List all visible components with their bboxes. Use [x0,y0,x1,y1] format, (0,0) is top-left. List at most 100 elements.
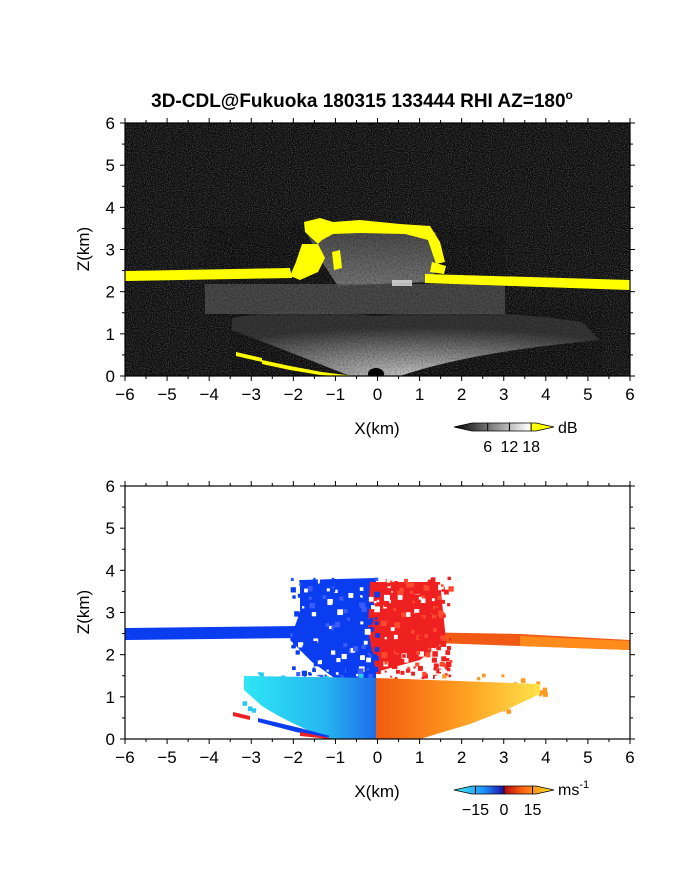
velocity-speckle-cell [324,650,328,654]
velocity-speckle-cell [433,667,437,671]
velocity-speckle-cell [356,673,359,677]
velocity-speckle-cell [394,677,398,680]
velocity-speckle-cell [409,590,413,594]
velocity-speckle-cell [445,658,450,662]
velocity-speckle-cell [397,647,404,654]
velocity-speckle-cell [307,586,313,592]
velocity-speckle-cell [374,617,378,620]
figure-title: 3D-CDL@Fukuoka 180315 133444 RHI AZ=180o [151,88,573,112]
velocity-speckle-cell [402,643,409,650]
velocity-speckle-cell [376,669,381,675]
velocity-y-axis-label: Z(km) [74,590,93,634]
velocity-speckle-cell [318,585,324,591]
velocity-x-tick-label: −1 [326,748,345,767]
velocity-speckle-cell [327,600,332,606]
velocity-speckle-cell [446,667,451,672]
velocity-speckle-cell [520,678,526,683]
velocity-speckle-cell [414,627,417,630]
velocity-colorbar-unit: ms-1 [558,779,589,799]
velocity-panel: −6 −5 −4 −3 −2 −1 0 1 2 3 4 5 6 0 1 2 3 4 5 6 X(km) Z(km) −… [74,477,635,819]
velocity-speckle-cell [359,587,364,591]
velocity-speckle-cell [409,582,415,588]
velocity-speckle-cell [375,633,380,638]
velocity-speckle-cell [374,647,380,652]
velocity-speckle-cell [251,708,257,713]
velocity-speckle-cell [342,668,345,671]
velocity-speckle-cell [445,667,448,670]
velocity-speckle-cell [317,659,322,665]
velocity-near-ground-red [233,712,250,720]
velocity-speckle-cell [388,634,395,641]
velocity-speckle-cell [393,634,398,640]
velocity-speckle-cell [477,676,481,681]
velocity-speckle-cell [369,618,374,623]
velocity-speckle-cell [330,590,333,593]
velocity-speckle-cell [431,613,437,619]
velocity-speckle-cell [297,593,302,598]
velocity-speckle-cell [371,662,375,665]
velocity-y-tick-label: 5 [106,519,115,538]
velocity-speckle-cell [407,628,412,633]
velocity-speckle-cell [374,606,381,613]
velocity-speckle-cell [328,625,333,630]
velocity-speckle-cell [390,604,397,611]
velocity-speckle-cell [369,654,374,658]
velocity-speckle-cell [327,664,332,669]
velocity-speckle-cell [357,585,362,590]
velocity-speckle-cell [418,635,423,640]
velocity-speckle-cell [438,584,444,591]
velocity-speckle-cell [334,621,341,628]
velocity-speckle-cell [346,656,352,662]
velocity-speckle-cell [449,659,453,663]
velocity-speckle-cell [301,588,307,594]
velocity-speckle-cell [240,674,246,679]
velocity-speckle-cell [433,663,439,669]
cloud-bright-spot [392,280,412,286]
velocity-speckle-cell [348,580,354,586]
velocity-speckle-cell [293,641,298,646]
velocity-speckle-cell [411,644,417,649]
velocity-speckle-cell [331,650,336,655]
velocity-speckle-cell [394,647,400,653]
velocity-speckle-cell [378,625,384,631]
velocity-speckle-cell [431,590,437,596]
velocity-speckle-cell [290,587,296,593]
velocity-speckle-cell [361,644,366,649]
velocity-speckle-cell [388,592,394,598]
intensity-x-tick-label: 1 [415,385,424,404]
velocity-speckle-cell [432,611,437,615]
velocity-speckle-cell [290,626,295,632]
velocity-speckle-cell [391,616,395,620]
velocity-speckle-cell [402,650,405,653]
intensity-x-tick-label: 6 [625,385,634,404]
velocity-speckle-cell [336,666,342,673]
velocity-speckle-cell [414,608,420,614]
velocity-speckle-cell [406,668,411,673]
velocity-speckle-cell [539,690,545,695]
velocity-speckle-cell [390,580,393,583]
velocity-speckle-cell [361,582,365,586]
velocity-speckle-cell [259,672,264,677]
intensity-x-tick-label: 3 [499,385,508,404]
velocity-y-tick-label: 4 [106,561,115,580]
velocity-speckle-cell [417,605,424,612]
velocity-layer-left [125,626,302,640]
velocity-boundary-negative [244,676,376,739]
intensity-y-tick-label: 6 [106,114,115,133]
velocity-speckle-cell [359,595,363,598]
velocity-speckle-cell [432,651,438,657]
velocity-speckle-cell [332,604,338,610]
velocity-speckle-cell [343,608,348,614]
velocity-speckle-cell [336,657,341,663]
velocity-colorbar-tick-label: 15 [524,802,542,819]
velocity-speckle-cell [391,653,396,658]
velocity-speckle-cell [308,672,312,676]
cloud-edge-highlight [125,218,630,376]
velocity-y-tick-label: 2 [106,646,115,665]
velocity-speckle-cell [345,584,348,587]
velocity-speckle-cell [394,622,401,629]
velocity-speckle-cell [536,710,541,715]
velocity-speckle-cell [538,693,542,697]
velocity-speckle-cell [506,709,512,714]
